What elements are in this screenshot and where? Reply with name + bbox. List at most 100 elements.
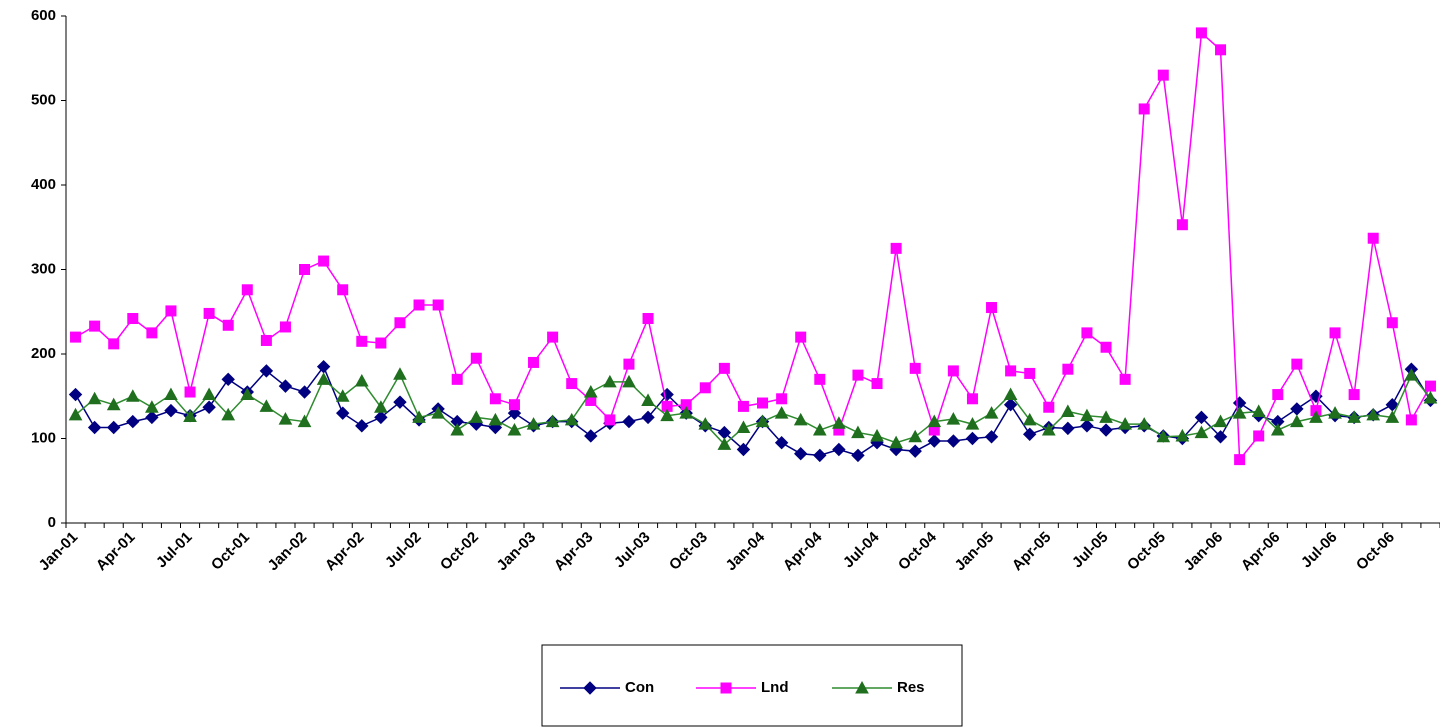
data-point bbox=[1175, 428, 1190, 442]
data-point bbox=[337, 284, 349, 296]
series-line bbox=[75, 372, 1432, 446]
data-point bbox=[755, 414, 770, 428]
data-point bbox=[202, 400, 216, 414]
data-point bbox=[584, 429, 598, 443]
data-point bbox=[927, 434, 941, 448]
data-point bbox=[259, 364, 274, 378]
data-point bbox=[1329, 327, 1341, 339]
data-point bbox=[528, 356, 540, 368]
data-point bbox=[489, 393, 501, 405]
x-tick-label: Apr-04 bbox=[780, 528, 826, 574]
data-point bbox=[375, 337, 387, 349]
data-point bbox=[642, 313, 654, 325]
data-point bbox=[335, 389, 350, 402]
series-line bbox=[75, 31, 1432, 462]
legend-label: Res bbox=[897, 679, 925, 696]
data-point bbox=[68, 407, 83, 421]
data-point bbox=[1347, 410, 1361, 423]
data-point bbox=[1119, 373, 1131, 385]
data-point bbox=[603, 374, 617, 388]
data-point bbox=[1195, 27, 1207, 39]
data-point bbox=[507, 423, 522, 436]
data-point bbox=[125, 389, 140, 402]
data-point bbox=[1061, 404, 1075, 417]
data-point bbox=[736, 442, 751, 457]
x-tick-label: Apr-05 bbox=[1009, 529, 1055, 575]
data-point bbox=[393, 367, 407, 380]
data-point bbox=[1253, 430, 1265, 442]
x-tick-label: Oct-03 bbox=[666, 529, 711, 574]
data-point bbox=[299, 264, 311, 275]
data-point bbox=[965, 417, 980, 430]
data-point bbox=[757, 397, 769, 409]
data-point bbox=[871, 378, 883, 390]
data-point bbox=[1386, 317, 1398, 329]
data-point bbox=[278, 412, 293, 425]
data-point bbox=[508, 399, 520, 411]
legend-marker bbox=[583, 681, 597, 695]
data-point bbox=[1024, 367, 1036, 379]
data-point bbox=[851, 425, 865, 439]
x-tick-label: Jan-02 bbox=[265, 529, 311, 575]
data-point bbox=[184, 386, 196, 398]
data-point bbox=[451, 373, 463, 385]
data-point bbox=[965, 431, 980, 446]
data-point bbox=[164, 403, 178, 418]
data-point bbox=[488, 412, 503, 426]
data-point bbox=[851, 448, 865, 463]
data-point bbox=[1005, 365, 1017, 377]
data-point bbox=[1309, 410, 1323, 423]
data-point bbox=[107, 420, 121, 435]
data-point bbox=[393, 395, 407, 409]
x-tick-label: Oct-04 bbox=[895, 528, 940, 573]
data-point bbox=[1290, 402, 1304, 416]
x-tick-label: Apr-01 bbox=[93, 529, 139, 575]
data-point bbox=[623, 358, 635, 370]
data-point bbox=[774, 436, 789, 450]
data-point bbox=[354, 373, 369, 387]
x-tick-label: Apr-06 bbox=[1238, 529, 1284, 575]
data-point bbox=[241, 284, 253, 296]
data-point bbox=[679, 406, 694, 419]
x-tick-label: Jul-06 bbox=[1298, 529, 1341, 572]
data-point bbox=[260, 334, 272, 346]
data-point bbox=[812, 423, 827, 436]
data-point bbox=[908, 444, 922, 458]
data-point bbox=[318, 255, 330, 267]
data-point bbox=[355, 419, 369, 433]
data-point bbox=[1176, 219, 1188, 231]
data-point bbox=[737, 400, 749, 412]
data-point bbox=[927, 414, 942, 428]
data-point bbox=[1291, 358, 1303, 370]
data-point bbox=[1405, 414, 1417, 426]
data-point bbox=[793, 412, 808, 426]
data-point bbox=[183, 409, 197, 423]
data-point bbox=[221, 407, 236, 421]
data-point bbox=[1232, 406, 1247, 419]
data-point bbox=[1194, 410, 1209, 425]
data-point bbox=[1234, 454, 1246, 466]
data-point bbox=[146, 327, 158, 339]
data-point bbox=[966, 393, 978, 405]
legend-label: Con bbox=[625, 679, 654, 696]
data-point bbox=[984, 430, 999, 444]
data-point bbox=[1156, 429, 1171, 443]
data-point bbox=[604, 414, 616, 426]
legend-label: Lnd bbox=[761, 679, 789, 696]
data-point bbox=[374, 410, 388, 425]
x-tick-label: Jul-04 bbox=[840, 528, 883, 571]
data-point bbox=[776, 393, 788, 405]
data-point bbox=[717, 437, 732, 450]
series-line bbox=[74, 365, 1432, 457]
data-point bbox=[127, 313, 139, 325]
data-point bbox=[852, 369, 864, 381]
data-point bbox=[68, 387, 83, 402]
data-point bbox=[145, 400, 159, 413]
x-tick-label: Jan-04 bbox=[723, 528, 769, 574]
data-point bbox=[774, 406, 789, 419]
data-point bbox=[1003, 397, 1018, 412]
x-tick-label: Oct-02 bbox=[437, 529, 482, 574]
data-point bbox=[832, 442, 846, 457]
data-point bbox=[1251, 404, 1266, 417]
data-point bbox=[1423, 390, 1438, 404]
